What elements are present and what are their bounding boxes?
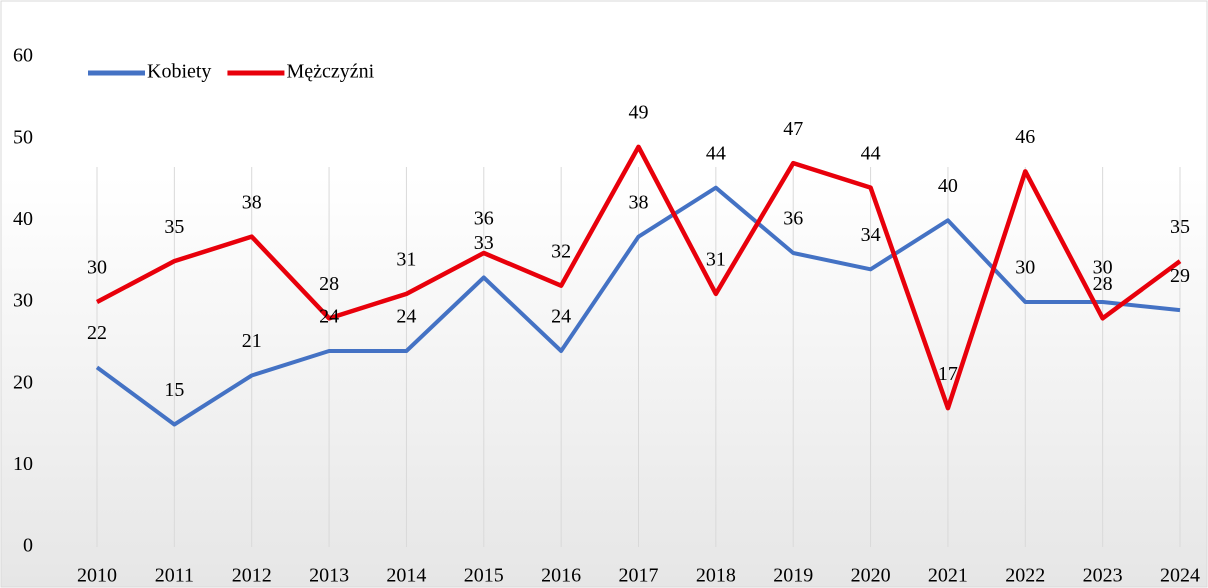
data-label: 30 (1015, 257, 1035, 279)
legend-label: Kobiety (147, 61, 211, 83)
data-label: 44 (861, 142, 881, 164)
data-label: 24 (551, 306, 571, 328)
x-tick-label: 2023 (1083, 565, 1123, 587)
x-tick-label: 2013 (309, 565, 349, 587)
y-tick-label: 40 (13, 208, 33, 230)
data-label: 34 (861, 224, 881, 246)
x-tick-label: 2020 (851, 565, 891, 587)
data-label: 24 (396, 306, 416, 328)
x-tick-label: 2014 (386, 565, 426, 587)
data-label: 32 (551, 240, 571, 262)
data-label: 30 (87, 257, 107, 279)
data-label: 40 (938, 175, 958, 197)
x-tick-label: 2019 (773, 565, 813, 587)
y-tick-label: 20 (13, 371, 33, 393)
x-tick-label: 2022 (1005, 565, 1045, 587)
legend-label: Mężczyźni (286, 61, 374, 83)
y-tick-label: 30 (13, 290, 33, 312)
data-label: 22 (87, 322, 107, 344)
data-label: 38 (242, 191, 262, 213)
data-label: 35 (1170, 216, 1190, 238)
y-tick-label: 0 (23, 535, 33, 557)
data-label: 17 (938, 363, 958, 385)
data-label: 28 (1093, 273, 1113, 295)
x-tick-label: 2010 (77, 565, 117, 587)
data-label: 47 (783, 118, 803, 140)
data-label: 46 (1015, 126, 1035, 148)
x-tick-label: 2017 (619, 565, 659, 587)
data-label: 24 (319, 306, 339, 328)
data-label: 30 (1093, 257, 1113, 279)
data-label: 44 (706, 142, 726, 164)
y-tick-label: 60 (13, 45, 33, 67)
data-label: 15 (164, 379, 184, 401)
data-label: 33 (474, 232, 494, 254)
data-label: 35 (164, 216, 184, 238)
x-tick-label: 2018 (696, 565, 736, 587)
data-label: 31 (396, 248, 416, 270)
x-tick-label: 2021 (928, 565, 968, 587)
data-label: 38 (629, 191, 649, 213)
data-label: 49 (629, 101, 649, 123)
y-tick-label: 10 (13, 453, 33, 475)
x-tick-label: 2016 (541, 565, 581, 587)
data-label: 36 (474, 208, 494, 230)
x-tick-label: 2012 (232, 565, 272, 587)
data-label: 31 (706, 248, 726, 270)
x-tick-label: 2011 (155, 565, 194, 587)
data-label: 29 (1170, 265, 1190, 287)
x-tick-label: 2024 (1160, 565, 1200, 587)
data-label: 28 (319, 273, 339, 295)
series-line (95, 185, 1181, 427)
data-label: 21 (242, 330, 262, 352)
data-label: 36 (783, 208, 803, 230)
x-tick-label: 2015 (464, 565, 504, 587)
series-line (95, 144, 1182, 411)
y-tick-label: 50 (13, 126, 33, 148)
